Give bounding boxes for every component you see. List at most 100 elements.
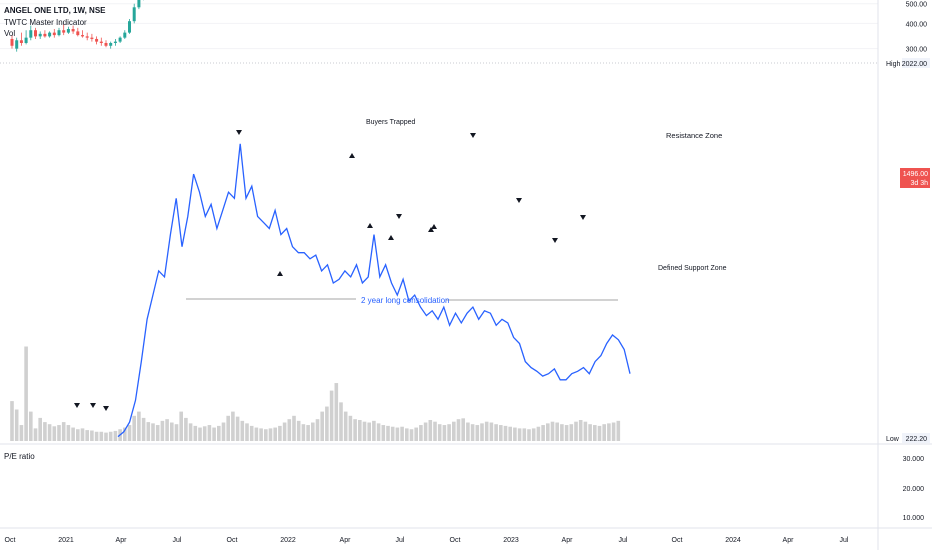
volume-bar <box>437 424 442 441</box>
candle-body <box>43 33 47 37</box>
volume-bar <box>202 426 207 441</box>
volume-bar <box>517 428 522 441</box>
volume-bar <box>386 425 390 441</box>
candle-body <box>19 40 23 43</box>
volume-bar <box>358 420 362 441</box>
volume-bar <box>560 424 564 441</box>
up-arrow-marker <box>277 271 283 276</box>
candle-body <box>24 37 28 43</box>
volume-bar <box>61 422 66 441</box>
volume-bar <box>400 426 404 441</box>
time-tick-label: 2022 <box>280 537 296 544</box>
volume-bar <box>334 383 339 441</box>
candle-body <box>62 30 66 33</box>
volume-bar <box>593 425 597 441</box>
candle-body <box>113 41 117 43</box>
volume-layer <box>10 346 621 441</box>
indicator-label-2: Vol <box>4 29 16 38</box>
candle-body <box>34 30 37 37</box>
volume-bar <box>160 420 165 441</box>
volume-bar <box>550 421 555 441</box>
volume-bar <box>33 428 38 441</box>
volume-bar <box>221 422 226 441</box>
volume-bar <box>452 421 456 441</box>
price-tick-label: 500.00 <box>906 2 928 9</box>
time-tick-label: Apr <box>340 537 352 544</box>
volume-bar <box>193 425 198 441</box>
volume-bar <box>522 428 527 441</box>
volume-bar <box>616 420 621 441</box>
volume-bar <box>10 401 14 441</box>
volume-bar <box>108 431 113 441</box>
high-value-bg <box>902 58 930 68</box>
time-tick-label: Apr <box>116 537 128 544</box>
pe-tick-label: 30.000 <box>903 456 925 463</box>
low-value-bg <box>902 433 930 443</box>
volume-bar <box>466 422 470 441</box>
volume-bar <box>362 421 367 441</box>
volume-bar <box>583 421 588 441</box>
volume-bar <box>80 428 85 441</box>
volume-bar <box>611 422 616 441</box>
volume-bar <box>489 422 494 441</box>
price-tick-label: 300.00 <box>906 47 928 54</box>
volume-bar <box>76 429 80 441</box>
volume-bar <box>24 346 28 441</box>
candle-body <box>15 40 19 49</box>
volume-bar <box>273 427 277 441</box>
time-tick-label: Oct <box>227 537 238 544</box>
volume-bar <box>442 425 447 441</box>
up-arrow-marker <box>367 223 373 228</box>
volume-bar <box>475 425 480 441</box>
candle-body <box>48 32 52 37</box>
volume-bar <box>264 429 268 441</box>
symbol-title: ANGEL ONE LTD, 1W, NSE <box>4 6 106 15</box>
volume-bar <box>395 427 400 441</box>
volume-bar <box>315 419 320 441</box>
candle-layer <box>10 0 145 52</box>
pe-ratio-line <box>117 143 631 438</box>
support-zone-label: Defined Support Zone <box>658 265 727 272</box>
candle-body <box>118 37 122 42</box>
candle-body <box>10 38 14 46</box>
volume-bar <box>499 425 503 441</box>
volume-bar <box>259 428 263 441</box>
volume-bar <box>151 423 155 441</box>
volume-bar <box>132 415 136 441</box>
volume-bar <box>235 416 240 441</box>
candle-body <box>128 21 131 33</box>
volume-bar <box>597 425 602 441</box>
time-tick-label: Apr <box>783 537 795 544</box>
grid-layer <box>0 3 878 50</box>
candle-body <box>38 33 42 37</box>
indicator-label-1: TWTC Master Indicator <box>4 18 87 27</box>
volume-bar <box>94 431 99 441</box>
time-tick-label: Jul <box>173 537 182 544</box>
down-arrow-marker <box>236 130 242 135</box>
volume-bar <box>367 422 371 441</box>
volume-bar <box>268 428 273 441</box>
volume-bar <box>569 424 574 441</box>
pe-tick-label: 20.000 <box>903 486 925 493</box>
volume-bar <box>188 423 193 441</box>
volume-bar <box>348 415 353 441</box>
volume-bar <box>564 425 569 441</box>
annotation-layer: Buyers Trapped 2 year long consolidation… <box>361 119 727 305</box>
volume-bar <box>409 429 414 441</box>
volume-bar <box>376 423 381 441</box>
volume-bar <box>311 422 315 441</box>
volume-bar <box>249 425 254 441</box>
volume-bar <box>19 425 24 441</box>
volume-bar <box>141 417 146 441</box>
volume-bar <box>52 426 57 441</box>
volume-bar <box>66 425 71 441</box>
volume-bar <box>555 422 559 441</box>
volume-bar <box>423 422 428 441</box>
resistance-zone-label: Resistance Zone <box>666 131 722 140</box>
candle-body <box>85 36 89 38</box>
last-price-value: 1496.00 <box>903 171 928 178</box>
volume-bar <box>254 427 259 441</box>
volume-bar <box>104 432 108 441</box>
volume-bar <box>127 425 132 441</box>
down-arrow-marker <box>74 403 80 408</box>
